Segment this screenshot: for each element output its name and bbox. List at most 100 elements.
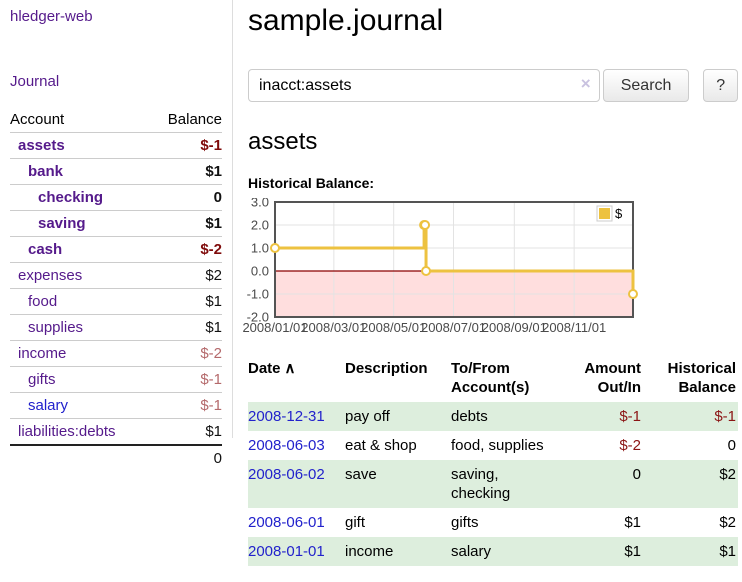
transaction-amount: $-2 [619,437,641,454]
transaction-amount: 0 [632,466,641,483]
account-link-saving[interactable]: saving [38,215,86,232]
transaction-date-link[interactable]: 2008-01-01 [248,543,325,560]
clear-search-icon[interactable]: × [580,74,591,93]
account-row: supplies $1 [10,314,222,340]
account-balance: $-2 [200,345,222,362]
help-button[interactable]: ? [703,69,738,102]
transaction-description: income [345,543,394,560]
account-link-expenses[interactable]: expenses [18,267,83,284]
transaction-date-link[interactable]: 2008-06-03 [248,437,325,454]
transaction-balance: $1 [719,543,736,560]
balance-column-header: Balance [167,110,222,128]
x-tick-label: 2008/03/01 [301,320,366,335]
transaction-accounts: salary [451,543,492,560]
account-balance: $-1 [200,397,222,414]
tofrom-column-header: To/From Account(s) [451,360,530,396]
balance-chart-container: 3.0 2.0 1.0 0.0 -1.0 -2.0 2008/01/01 2008/03/01… [238,195,738,343]
transaction-accounts: saving, checking [451,466,511,502]
amount-column-header: Amount Out/In [584,360,641,396]
search-input[interactable] [248,69,600,102]
y-tick-label: 0.0 [251,264,269,279]
account-link-income[interactable]: income [18,345,67,362]
account-title: assets [248,128,318,155]
brand-link[interactable]: hledger-web [10,8,93,25]
x-tick-label: 2008/05/01 [361,320,426,335]
transaction-description: save [345,466,377,483]
register-header-row: Date ∧ Description To/From Account(s) Amo… [248,356,738,402]
transaction-accounts: gifts [451,514,479,531]
transaction-date-link[interactable]: 2008-06-02 [248,466,325,483]
transaction-row: 2008-06-02 save saving, checking 0 $2 [248,460,738,508]
account-balance: $2 [205,267,222,284]
sidebar: hledger-web Journal Account Balance asse… [0,0,233,467]
transaction-row: 2008-01-01 income salary $1 $1 [248,537,738,566]
y-tick-label: -2.0 [247,310,269,325]
account-balance: $1 [205,215,222,232]
sidebar-item-journal[interactable]: Journal [10,73,60,90]
account-link-checking[interactable]: checking [38,189,104,206]
transaction-description: pay off [345,408,390,425]
sort-ascending-icon: ∧ [284,360,296,377]
x-tick-label: 2008/09/01 [482,320,547,335]
transaction-balance: 0 [727,437,736,454]
account-balance: $1 [205,163,222,180]
account-balance: 0 [213,189,222,206]
description-column-header: Description [345,360,428,377]
x-tick-label: 2008/01/01 [242,320,307,335]
transaction-accounts: food, supplies [451,437,544,454]
data-point-marker [421,266,432,276]
transaction-accounts: debts [451,408,488,425]
transaction-row: 2008-06-03 eat & shop food, supplies $-2 0 [248,431,738,460]
transaction-description: eat & shop [345,437,417,454]
plot-border [274,201,634,318]
y-tick-label: 2.0 [251,218,269,233]
account-row: saving $1 [10,210,222,236]
transaction-amount: $1 [624,514,641,531]
account-row: food $1 [10,288,222,314]
search-form: × Search ? [248,69,738,102]
account-balance: $-1 [200,371,222,388]
account-row: checking 0 [10,184,222,210]
account-row: income $-2 [10,340,222,366]
account-link-salary[interactable]: salary [28,397,69,414]
data-point-marker [628,289,638,299]
legend-label: $ [615,206,623,221]
account-link-gifts[interactable]: gifts [28,371,56,388]
transaction-date-link[interactable]: 2008-06-01 [248,514,325,531]
transaction-amount: $-1 [619,408,641,425]
account-link-food[interactable]: food [28,293,58,310]
transaction-description: gift [345,514,366,531]
total-balance: 0 [213,449,222,467]
account-link-supplies[interactable]: supplies [28,319,84,336]
x-tick-label: 2008/11/01 [542,320,606,335]
transaction-balance: $2 [719,466,736,483]
account-balance-table: Account Balance assets $-1 bank $1 checking 0… [10,106,222,470]
account-link-cash[interactable]: cash [28,241,63,258]
account-balance: $1 [205,423,222,440]
transaction-amount: $1 [624,543,641,560]
register-table: Date ∧ Description To/From Account(s) Amo… [248,356,738,566]
transaction-date-link[interactable]: 2008-12-31 [248,408,325,425]
account-balance: $1 [205,319,222,336]
account-link-liabilities-debts[interactable]: liabilities:debts [18,423,116,440]
search-button[interactable]: Search [602,69,690,102]
date-column-header[interactable]: Date ∧ [248,360,296,377]
y-tick-label: 1.0 [251,241,269,256]
account-row: assets $-1 [10,132,222,158]
transaction-balance: $-1 [714,408,736,425]
data-point-marker [270,243,280,253]
chart-label: Historical Balance: [248,175,375,191]
account-row: bank $1 [10,158,222,184]
account-row: gifts $-1 [10,366,222,392]
account-balance: $-2 [200,241,222,258]
account-balance: $-1 [200,137,222,154]
legend-swatch [599,208,610,219]
account-row: salary $-1 [10,392,222,418]
x-tick-label: 2008/07/01 [421,320,486,335]
account-link-bank[interactable]: bank [28,163,64,180]
y-tick-label: -1.0 [247,287,269,302]
account-link-assets[interactable]: assets [18,137,65,154]
account-total-row: 0 [10,444,222,470]
transaction-row: 2008-12-31 pay off debts $-1 $-1 [248,402,738,431]
balance-chart: 3.0 2.0 1.0 0.0 -1.0 -2.02008/01/012008/03/01… [242,195,638,335]
